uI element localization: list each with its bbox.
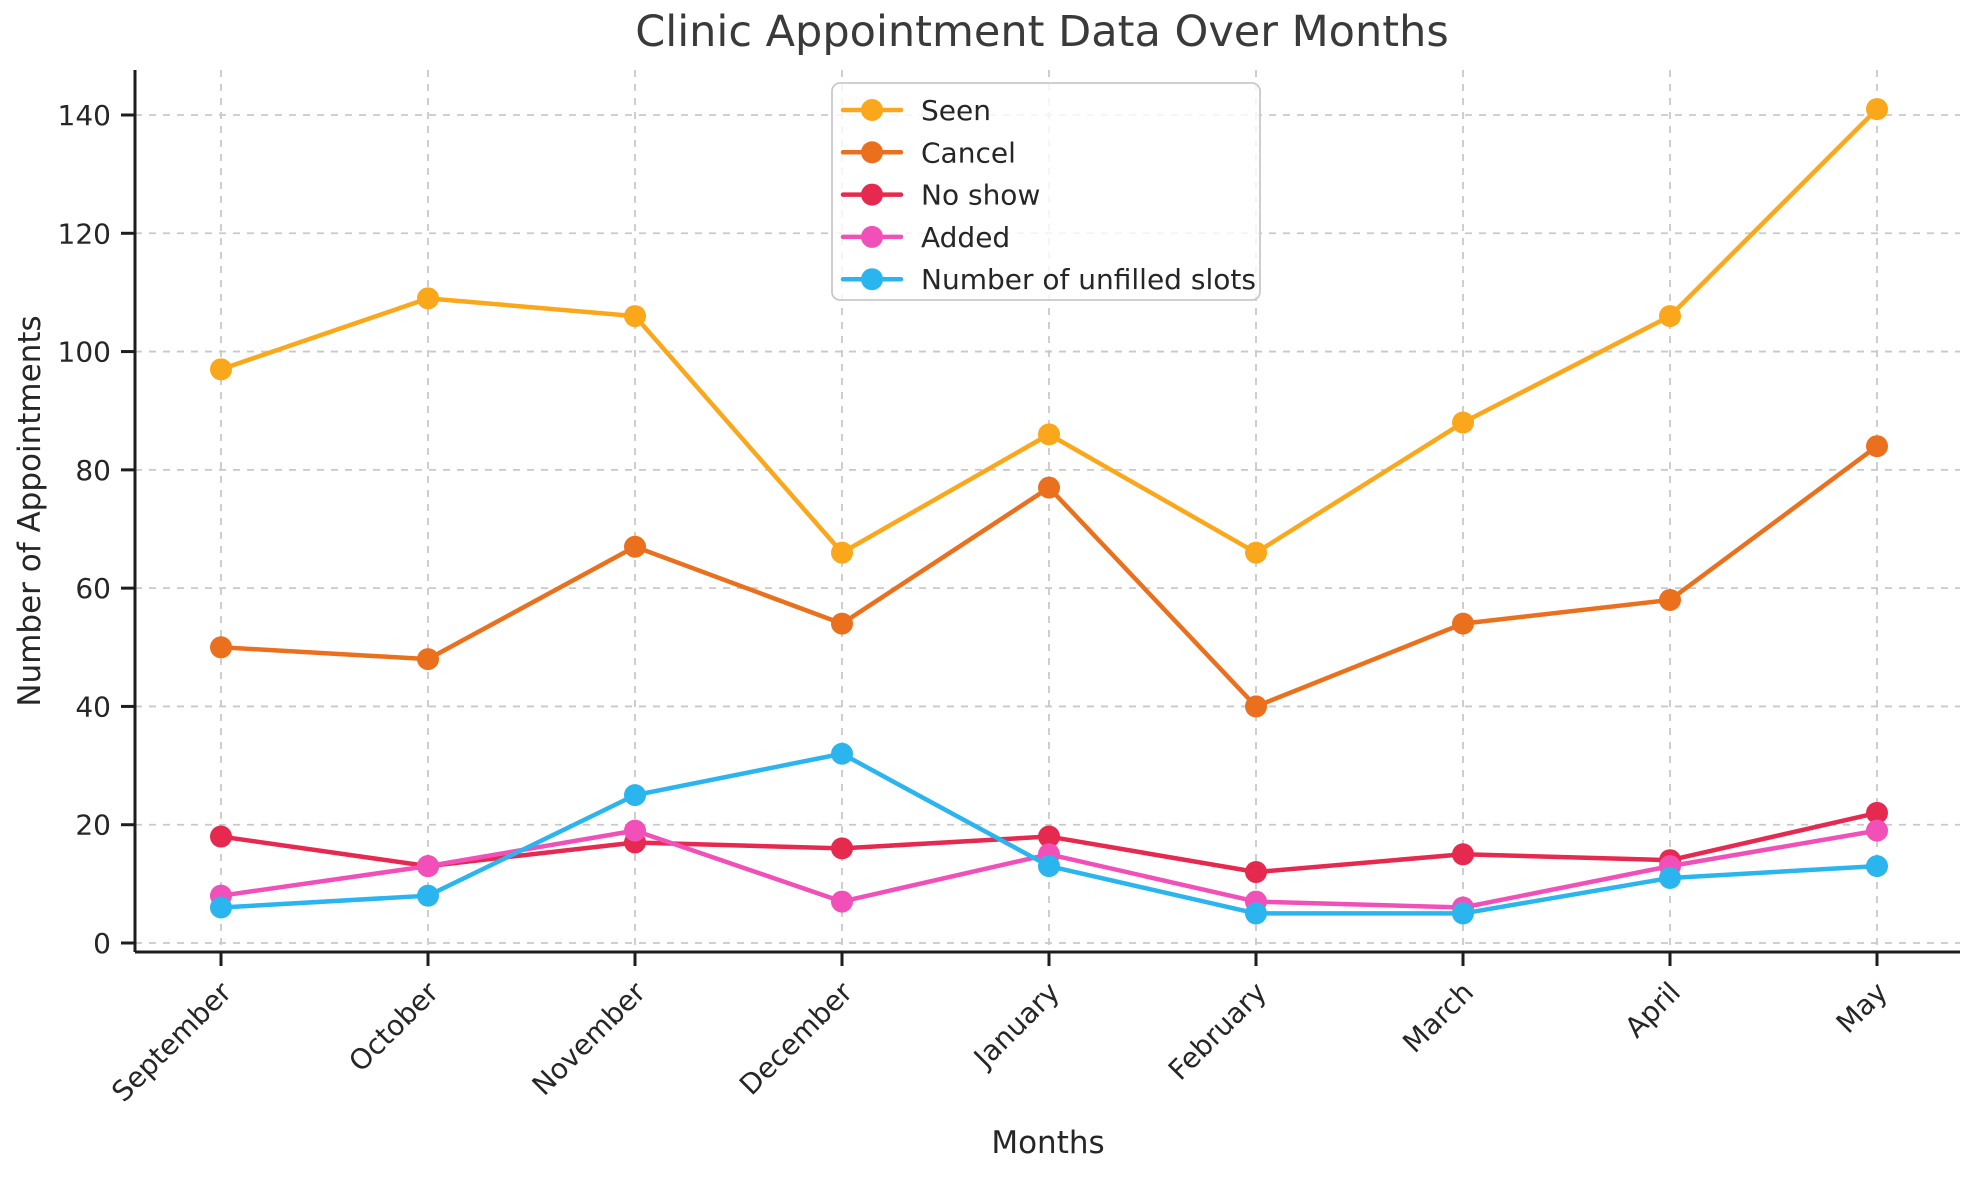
legend-entry: No show xyxy=(840,179,1040,212)
x-tick-label: October xyxy=(342,975,445,1078)
y-tick-label: 100 xyxy=(58,336,111,369)
data-point xyxy=(1866,98,1888,121)
y-tick-label: 120 xyxy=(58,217,111,250)
axis-layer xyxy=(121,70,1960,966)
data-point xyxy=(1245,695,1267,718)
y-tick-label: 80 xyxy=(75,454,111,487)
data-point xyxy=(624,305,646,328)
legend-label: Seen xyxy=(921,94,991,127)
series-seen xyxy=(210,98,1888,564)
legend: Seen Cancel No show Added Number of unfilled… xyxy=(831,82,1261,301)
x-tick-label: March xyxy=(1396,976,1480,1060)
data-point xyxy=(1245,541,1267,564)
legend-label: No show xyxy=(921,179,1040,212)
y-tick-label: 140 xyxy=(58,99,111,132)
data-point xyxy=(1659,588,1681,611)
series-number-of-unfilled-slots xyxy=(210,742,1888,925)
data-point xyxy=(1452,612,1474,635)
legend-marker-dot xyxy=(861,183,883,206)
x-tick-label: May xyxy=(1830,976,1894,1040)
y-axis-label: Number of Appointments xyxy=(12,315,48,706)
x-tick-label: December xyxy=(733,975,859,1101)
data-point xyxy=(624,819,646,842)
data-point xyxy=(1038,825,1060,848)
data-point xyxy=(1659,866,1681,889)
y-tick-label: 20 xyxy=(75,809,111,842)
legend-box xyxy=(831,82,1261,301)
data-point xyxy=(1866,801,1888,824)
data-point xyxy=(831,541,853,564)
legend-entry: Number of unfilled slots xyxy=(840,263,1256,296)
data-point xyxy=(1866,435,1888,458)
x-axis-label: Months xyxy=(991,1125,1104,1161)
data-point xyxy=(210,358,232,381)
data-point xyxy=(624,784,646,807)
legend-label: Cancel xyxy=(921,136,1016,169)
legend-marker-dot xyxy=(861,99,883,121)
series-no-show xyxy=(210,801,1888,884)
x-tick-label: February xyxy=(1162,976,1273,1087)
x-tick-label: November xyxy=(526,975,653,1102)
data-point xyxy=(1452,902,1474,925)
data-point xyxy=(831,742,853,765)
series-layer xyxy=(210,98,1888,925)
data-point xyxy=(1245,902,1267,925)
data-point xyxy=(831,612,853,635)
data-point xyxy=(417,648,439,671)
data-point xyxy=(210,896,232,919)
data-point xyxy=(210,636,232,659)
data-point xyxy=(1452,843,1474,866)
legend-label: Number of unfilled slots xyxy=(921,263,1256,296)
legend-marker-dot xyxy=(861,225,883,248)
series-cancel xyxy=(210,435,1888,718)
legend-entry: Cancel xyxy=(840,136,1016,169)
data-point xyxy=(417,884,439,907)
data-point xyxy=(1659,305,1681,328)
chart-title: Clinic Appointment Data Over Months xyxy=(635,7,1449,57)
data-point xyxy=(210,825,232,848)
data-point xyxy=(624,535,646,558)
legend-marker-dot xyxy=(861,141,883,164)
y-tick-label: 40 xyxy=(75,690,111,723)
data-point xyxy=(417,287,439,310)
legend-entry: Seen xyxy=(840,94,991,127)
data-point xyxy=(1452,411,1474,434)
y-tick-label: 60 xyxy=(75,572,111,605)
data-point xyxy=(1038,476,1060,499)
data-point xyxy=(831,890,853,913)
x-tick-label: September xyxy=(105,975,238,1108)
x-tick-label: April xyxy=(1618,976,1687,1045)
data-point xyxy=(1866,855,1888,878)
data-point xyxy=(1245,861,1267,884)
legend-marker-dot xyxy=(861,268,883,291)
data-point xyxy=(1038,855,1060,878)
data-point xyxy=(831,837,853,860)
data-point xyxy=(1866,819,1888,842)
data-point xyxy=(1038,423,1060,446)
legend-label: Added xyxy=(921,221,1010,254)
x-tick-label: January xyxy=(966,976,1066,1076)
y-tick-label: 0 xyxy=(93,927,111,960)
legend-entry: Added xyxy=(840,221,1010,254)
data-point xyxy=(417,855,439,878)
